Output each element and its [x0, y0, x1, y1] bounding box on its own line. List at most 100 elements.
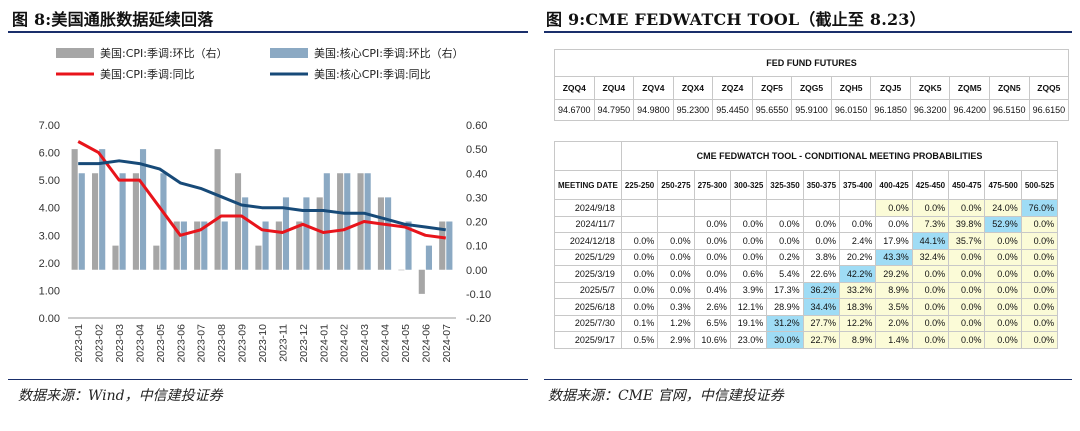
- probability-cell: 22.6%: [802, 265, 841, 283]
- legend-label: 美国:CPI:季调:环比（右）: [100, 46, 228, 60]
- left-axis-tick-label: 6.00: [39, 148, 60, 160]
- probability-cell: 34.4%: [802, 298, 841, 316]
- cpi-mom-bar: [377, 197, 385, 270]
- futures-code-zqz4: ZQZ4: [712, 76, 753, 100]
- table-row: 2025/9/17 0.5% 2.9% 10.6% 23.0% 30.0% 22.7% 8.9…: [554, 331, 1059, 349]
- probability-cell: 0.0%: [948, 298, 986, 316]
- rate-range-header: 375-400: [839, 170, 877, 200]
- probability-cell: 0.0%: [911, 298, 950, 316]
- futures-code-zqx4: ZQX4: [672, 76, 714, 100]
- probability-cell: 3.5%: [875, 298, 913, 316]
- core-cpi-mom-bar: [221, 221, 228, 270]
- futures-codes-row: ZQQ4 ZQU4 ZQV4 ZQX4 ZQZ4 ZQF5 ZQG5 ZQH5 ZQJ5 ZQK5…: [554, 76, 1070, 100]
- x-axis-tick-label: 2023-10: [257, 324, 269, 363]
- probability-cell: 0.0%: [693, 265, 731, 283]
- probability-cell: 30.0%: [766, 331, 804, 349]
- futures-price: 96.6150: [1028, 99, 1070, 121]
- core-cpi-mom-bar: [78, 173, 85, 270]
- x-axis-tick-label: 2023-09: [237, 324, 249, 363]
- futures-code-zqh5: ZQH5: [830, 76, 872, 100]
- probability-cell: 1.2%: [657, 314, 695, 332]
- probability-cell: 0.0%: [802, 232, 841, 250]
- probability-cell: 18.3%: [839, 298, 877, 316]
- rate-range-header: 275-300: [693, 170, 731, 200]
- cpi-mom-bar: [439, 221, 446, 270]
- legend-swatch: [56, 48, 94, 58]
- cpi-mom-bar: [234, 173, 242, 270]
- x-axis-tick-label: 2023-05: [155, 324, 167, 363]
- probability-cell: 0.0%: [948, 281, 986, 299]
- probability-cell: 0.0%: [729, 248, 768, 266]
- probability-cell: 0.0%: [620, 265, 659, 283]
- probability-cell: 2.4%: [839, 232, 877, 250]
- probability-cell: 0.0%: [984, 298, 1022, 316]
- left-axis-tick-label: 7.00: [39, 120, 60, 132]
- x-axis-tick-label: 2023-02: [94, 324, 106, 363]
- probabilities-header: CME FEDWATCH TOOL - CONDITIONAL MEETING …: [620, 141, 1059, 171]
- futures-code-zqn5: ZQN5: [989, 76, 1030, 100]
- probability-cell: 0.0%: [693, 248, 731, 266]
- probability-cell: 0.0%: [657, 281, 695, 299]
- core-cpi-mom-bar: [160, 173, 167, 270]
- cpi-mom-bar: [255, 245, 262, 270]
- rate-range-header: 475-500: [984, 170, 1022, 200]
- figure9-source: 数据来源：CME 官网，中信建投证券: [548, 388, 784, 404]
- futures-code-zqm5: ZQM5: [949, 76, 991, 100]
- probability-cell: 0.0%: [984, 331, 1022, 349]
- core-cpi-mom-bar: [201, 221, 208, 270]
- figure8-title: 图 8:美国通胀数据延续回落: [12, 10, 214, 29]
- probability-cell: 0.0%: [766, 215, 804, 233]
- probability-cell: 52.9%: [984, 215, 1022, 233]
- right-axis-tick-label: -0.10: [466, 289, 491, 301]
- core-cpi-mom-bar: [303, 197, 310, 270]
- probability-cell: 2.9%: [657, 331, 695, 349]
- rate-range-header: 300-325: [729, 170, 768, 200]
- core-cpi-mom-bar: [180, 221, 187, 270]
- cpi-mom-bar: [296, 221, 303, 270]
- probability-cell: 0.0%: [802, 215, 841, 233]
- futures-price: 94.6700: [554, 99, 595, 121]
- core-cpi-mom-bar: [139, 149, 147, 270]
- legend-swatch: [270, 48, 308, 58]
- probability-cell: 27.7%: [802, 314, 841, 332]
- probability-cell: 3.8%: [802, 248, 841, 266]
- probability-cell: 76.0%: [1020, 199, 1059, 217]
- futures-price: 95.4450: [712, 99, 753, 121]
- right-axis-tick-label: 0.40: [466, 168, 487, 180]
- left-axis-tick-label: 1.00: [39, 285, 60, 297]
- probability-cell: 0.0%: [948, 265, 986, 283]
- futures-price: 94.7950: [593, 99, 635, 121]
- core-cpi-mom-bar: [242, 197, 249, 270]
- probability-cell: 39.8%: [948, 215, 986, 233]
- x-axis-tick-label: 2024-07: [441, 324, 453, 363]
- probability-cell: 24.0%: [984, 199, 1022, 217]
- probability-cell: 0.0%: [1020, 331, 1059, 349]
- probability-cell: 10.6%: [693, 331, 731, 349]
- futures-prices-row: 94.6700 94.7950 94.9800 95.2300 95.4450 95.65…: [554, 99, 1070, 121]
- figure9-title: 图 9:CME FEDWATCH TOOL（截止至 8.23）: [546, 10, 926, 29]
- futures-code-zqg5: ZQG5: [791, 76, 832, 100]
- probability-cell: 0.0%: [948, 199, 986, 217]
- probability-cell: 0.6%: [729, 265, 768, 283]
- probability-cell: 0.0%: [1020, 215, 1059, 233]
- x-axis-tick-label: 2024-02: [339, 324, 351, 363]
- meeting-date: 2025/3/19: [554, 265, 622, 283]
- cpi-mom-bar: [275, 221, 282, 270]
- probability-cell: [729, 199, 768, 217]
- probability-cell: 0.0%: [693, 215, 731, 233]
- table-row: 2025/7/30 0.1% 1.2% 6.5% 19.1% 31.2% 27.7% 12.2…: [554, 314, 1059, 332]
- table-row: 2025/3/19 0.0% 0.0% 0.0% 0.6% 5.4% 22.6% 42.2% 2…: [554, 265, 1059, 283]
- x-axis-tick-label: 2024-04: [380, 324, 392, 363]
- rate-range-header: 500-525: [1020, 170, 1059, 200]
- x-axis-tick-label: 2024-01: [318, 324, 330, 363]
- probability-cell: [693, 199, 731, 217]
- x-axis-tick-label: 2024-06: [420, 324, 432, 363]
- core-cpi-mom-bar: [405, 221, 412, 270]
- cpi-mom-bar: [316, 197, 323, 270]
- core-cpi-mom-bar: [323, 173, 330, 270]
- probability-cell: 36.2%: [802, 281, 841, 299]
- core-cpi-mom-bar: [282, 197, 290, 270]
- probability-cell: 12.2%: [839, 314, 877, 332]
- futures-price: 96.5150: [989, 99, 1030, 121]
- core-cpi-mom-bar: [262, 221, 269, 270]
